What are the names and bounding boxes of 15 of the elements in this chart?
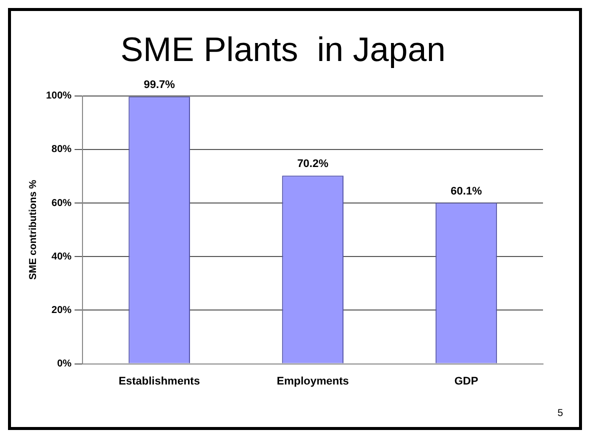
y-axis-title: SME contributions % [28, 180, 39, 280]
y-tick-label: 20% [52, 304, 72, 316]
y-tick-label: 60% [52, 198, 72, 209]
x-tick-label: Employments [276, 375, 349, 388]
data-label: 70.2% [297, 158, 329, 170]
chart-title: SME Plants in Japan [120, 30, 446, 69]
data-label: 60.1% [450, 185, 482, 198]
text: 5 [557, 408, 563, 419]
y-tick-label: 100% [46, 90, 72, 102]
y-tick-label: 0% [57, 358, 72, 370]
data-label: 99.7% [144, 79, 176, 92]
x-tick-label: GDP [454, 375, 478, 388]
x-tick-label: Establishments [118, 375, 200, 388]
y-tick-label: 80% [52, 144, 72, 156]
y-tick-label: 40% [52, 251, 72, 262]
